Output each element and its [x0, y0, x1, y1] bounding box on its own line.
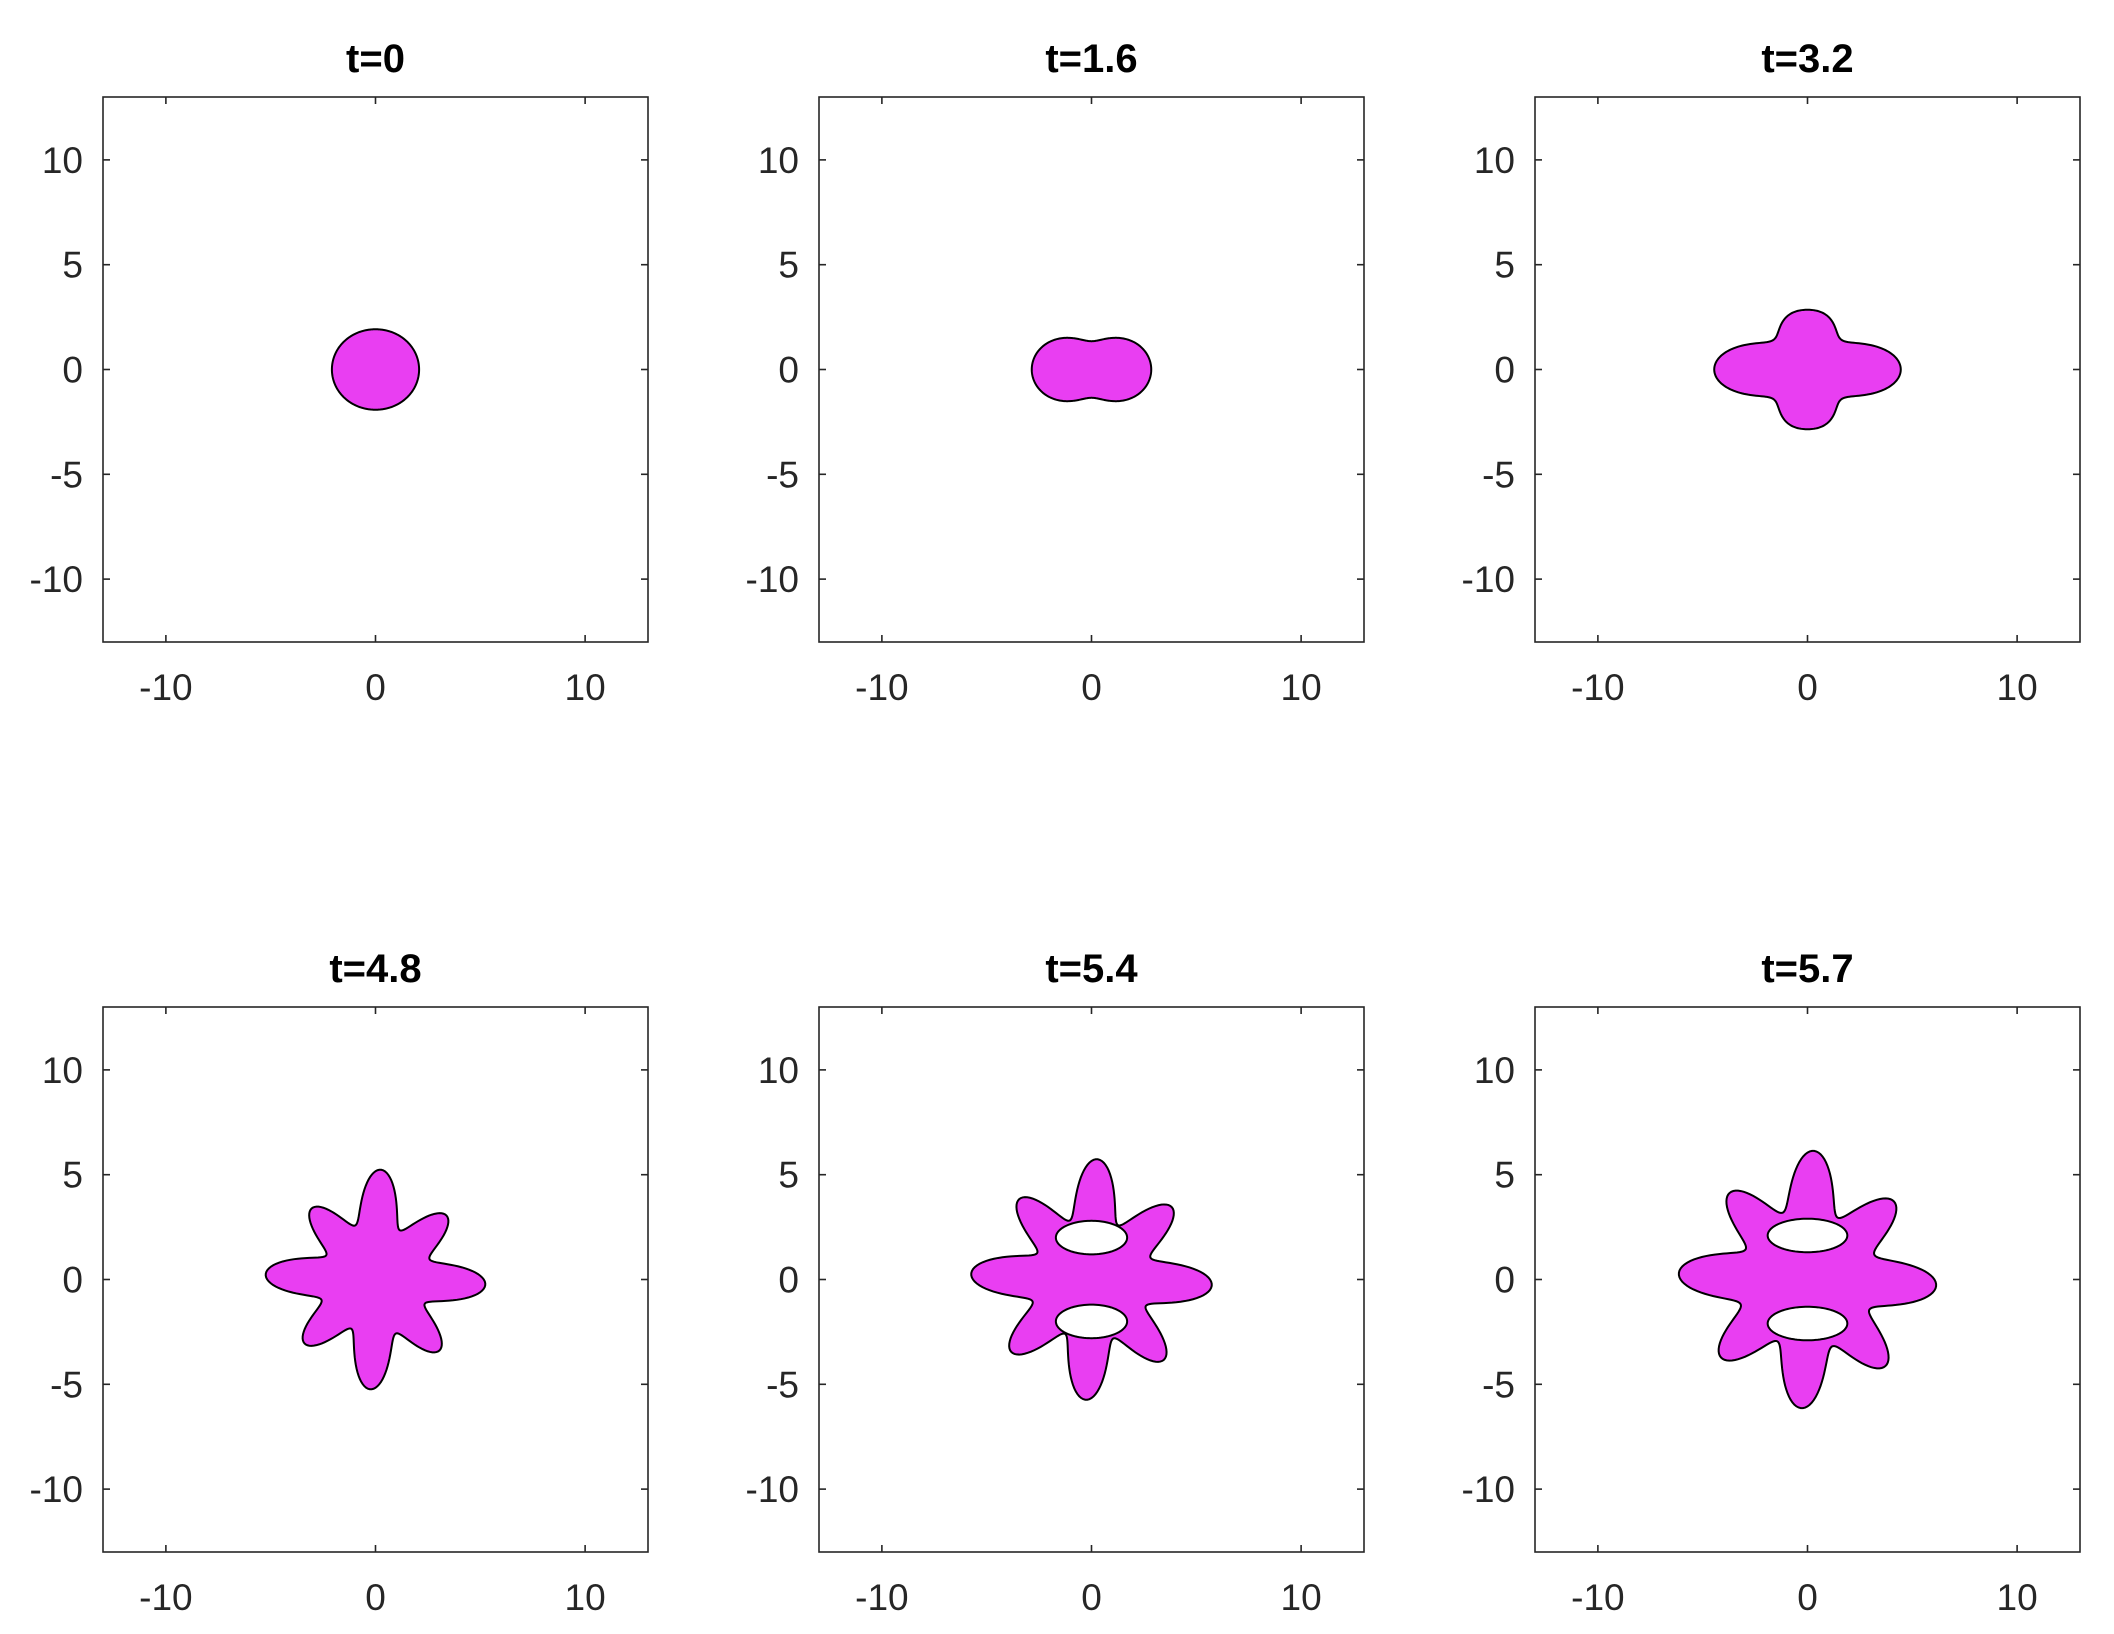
x-tick-label: 10 — [1281, 1577, 1322, 1618]
x-tick-label: -10 — [139, 667, 192, 708]
y-tick-label: 10 — [42, 140, 83, 181]
shape-6 — [1677, 1149, 1938, 1410]
x-tick-label: 0 — [365, 1577, 386, 1618]
panel-title: t=5.7 — [1761, 947, 1853, 991]
shape-5 — [970, 1158, 1213, 1401]
x-tick-label: -10 — [1571, 667, 1624, 708]
y-tick-label: 5 — [62, 245, 83, 286]
y-tick-label: 10 — [758, 1050, 799, 1091]
y-tick-label: 0 — [62, 350, 83, 391]
y-tick-label: 0 — [1494, 1260, 1515, 1301]
y-tick-label: -5 — [766, 454, 799, 495]
panel-6: -10 0 10 -10 -5 0 5 10 t=5.7 — [1462, 947, 2081, 1618]
y-tick-label: 10 — [758, 140, 799, 181]
y-tick-label: 0 — [778, 350, 799, 391]
y-tick-label: -10 — [746, 1469, 799, 1510]
y-tick-label: -5 — [50, 1364, 83, 1405]
shape-1 — [330, 328, 421, 411]
x-tick-label: 0 — [1081, 667, 1102, 708]
x-tick-label: 0 — [1797, 1577, 1818, 1618]
x-tick-label: -10 — [139, 1577, 192, 1618]
x-tick-label: -10 — [855, 1577, 908, 1618]
y-tick-label: -10 — [30, 559, 83, 600]
x-tick-label: 0 — [365, 667, 386, 708]
shape-2 — [1030, 336, 1153, 403]
y-tick-label: 10 — [1474, 140, 1515, 181]
panel-4: -10 0 10 -10 -5 0 5 10 t=4.8 — [30, 947, 649, 1618]
x-tick-label: 0 — [1081, 1577, 1102, 1618]
y-tick-label: -10 — [30, 1469, 83, 1510]
y-tick-label: 10 — [1474, 1050, 1515, 1091]
y-tick-label: -10 — [1462, 559, 1515, 600]
panel-title: t=4.8 — [329, 947, 421, 991]
x-tick-label: 10 — [565, 1577, 606, 1618]
x-tick-label: 0 — [1797, 667, 1818, 708]
y-tick-label: 5 — [778, 245, 799, 286]
x-tick-label: 10 — [1997, 1577, 2038, 1618]
x-tick-label: -10 — [855, 667, 908, 708]
y-tick-label: 5 — [1494, 1155, 1515, 1196]
y-tick-label: 0 — [778, 1260, 799, 1301]
y-tick-label: 0 — [1494, 350, 1515, 391]
y-tick-label: 5 — [778, 1155, 799, 1196]
x-tick-label: -10 — [1571, 1577, 1624, 1618]
panel-title: t=3.2 — [1761, 37, 1853, 81]
panel-title: t=5.4 — [1045, 947, 1138, 991]
y-tick-label: -10 — [1462, 1469, 1515, 1510]
y-tick-label: -5 — [766, 1364, 799, 1405]
x-tick-label: 10 — [1997, 667, 2038, 708]
panel-title: t=1.6 — [1045, 37, 1137, 81]
panel-1: -10 0 10 -10 -5 0 5 10 t=0 — [30, 37, 649, 708]
y-tick-label: 10 — [42, 1050, 83, 1091]
y-tick-label: -5 — [1482, 1364, 1515, 1405]
panel-title: t=0 — [346, 37, 405, 81]
y-tick-label: 0 — [62, 1260, 83, 1301]
y-tick-label: -10 — [746, 559, 799, 600]
shape-4 — [264, 1168, 487, 1391]
x-tick-label: 10 — [1281, 667, 1322, 708]
y-tick-label: 5 — [62, 1155, 83, 1196]
y-tick-label: -5 — [50, 454, 83, 495]
shape-3 — [1713, 308, 1902, 431]
x-tick-label: 10 — [565, 667, 606, 708]
panel-2: -10 0 10 -10 -5 0 5 10 t=1.6 — [746, 37, 1365, 708]
panel-5: -10 0 10 -10 -5 0 5 10 t=5.4 — [746, 947, 1365, 1618]
panel-3: -10 0 10 -10 -5 0 5 10 t=3.2 — [1462, 37, 2081, 708]
y-tick-label: -5 — [1482, 454, 1515, 495]
y-tick-label: 5 — [1494, 245, 1515, 286]
